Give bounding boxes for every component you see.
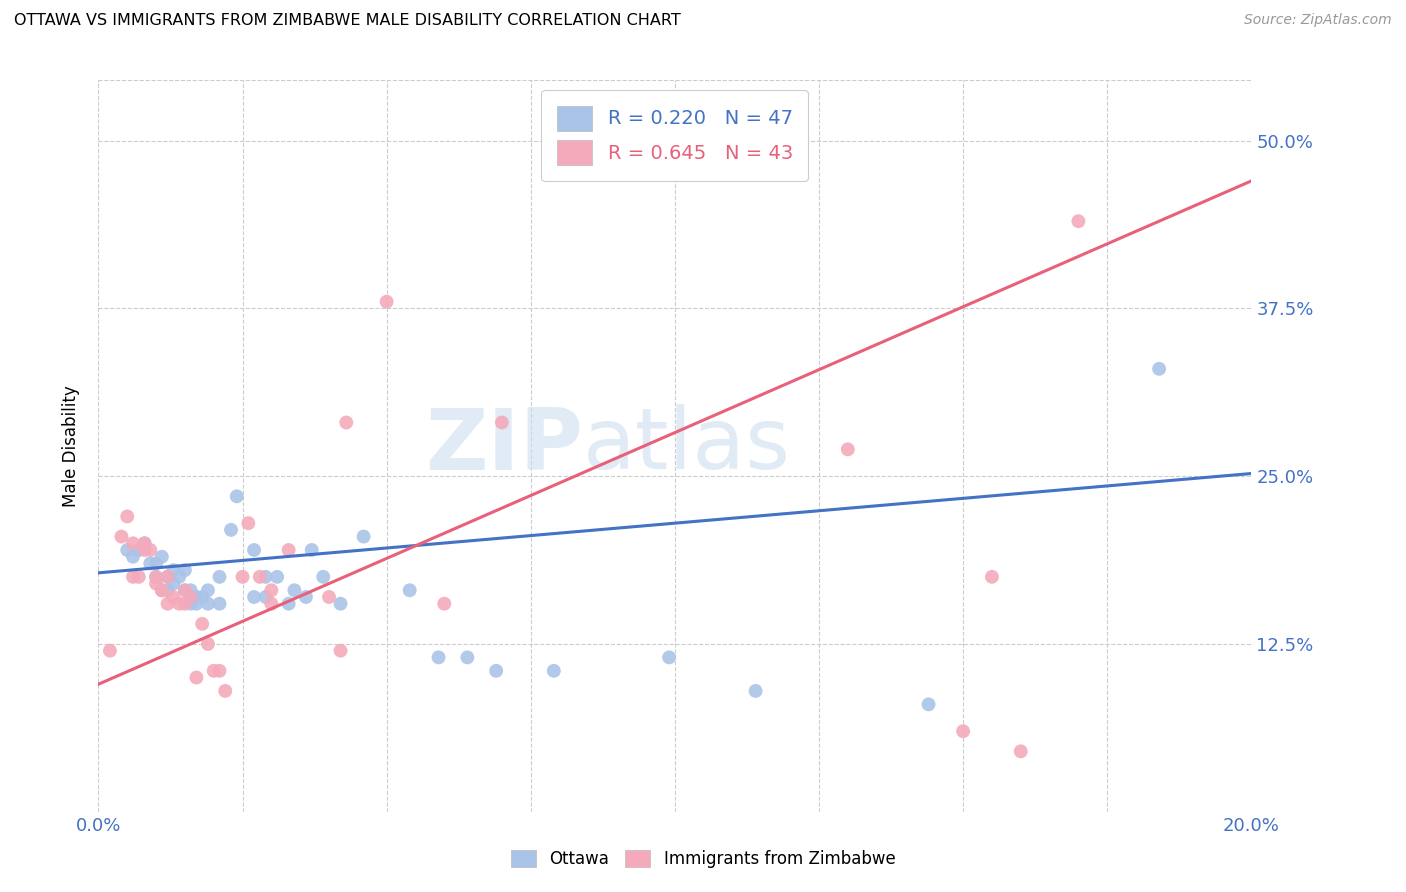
Point xyxy=(134,536,156,550)
Point xyxy=(186,671,208,685)
Point xyxy=(398,583,420,598)
Point xyxy=(180,583,202,598)
Point xyxy=(180,597,202,611)
Point xyxy=(197,597,219,611)
Point xyxy=(180,590,202,604)
Point xyxy=(145,570,167,584)
Point xyxy=(156,597,179,611)
Point xyxy=(427,650,450,665)
Point xyxy=(122,549,145,564)
Text: Source: ZipAtlas.com: Source: ZipAtlas.com xyxy=(1244,13,1392,28)
Point xyxy=(260,583,283,598)
Point xyxy=(150,549,173,564)
Point xyxy=(128,570,150,584)
Point xyxy=(277,597,299,611)
Text: atlas: atlas xyxy=(582,404,790,488)
Y-axis label: Male Disability: Male Disability xyxy=(62,385,80,507)
Point xyxy=(208,570,231,584)
Point xyxy=(219,523,242,537)
Legend: R = 0.220   N = 47, R = 0.645   N = 43: R = 0.220 N = 47, R = 0.645 N = 43 xyxy=(541,90,808,181)
Point xyxy=(156,570,179,584)
Point xyxy=(186,590,208,604)
Point xyxy=(208,664,231,678)
Point xyxy=(122,536,145,550)
Point xyxy=(162,563,184,577)
Point xyxy=(174,597,197,611)
Point xyxy=(110,530,132,544)
Point xyxy=(150,583,173,598)
Point xyxy=(191,590,214,604)
Point xyxy=(208,597,231,611)
Point xyxy=(283,583,305,598)
Point xyxy=(117,509,139,524)
Point xyxy=(150,583,173,598)
Point xyxy=(156,570,179,584)
Point xyxy=(128,543,150,558)
Point xyxy=(254,570,277,584)
Point xyxy=(917,698,939,712)
Point xyxy=(254,590,277,604)
Point xyxy=(485,664,508,678)
Point xyxy=(156,583,179,598)
Point xyxy=(658,650,681,665)
Point xyxy=(145,570,167,584)
Point xyxy=(238,516,260,531)
Point xyxy=(277,543,299,558)
Point xyxy=(167,597,190,611)
Point xyxy=(1010,744,1032,758)
Point xyxy=(329,643,352,657)
Point xyxy=(174,583,197,598)
Point xyxy=(162,576,184,591)
Point xyxy=(197,637,219,651)
Point xyxy=(301,543,323,558)
Point xyxy=(329,597,352,611)
Point xyxy=(117,543,139,558)
Point xyxy=(202,664,225,678)
Point xyxy=(231,570,254,584)
Point xyxy=(375,294,398,309)
Point xyxy=(191,616,214,631)
Point xyxy=(134,536,156,550)
Point xyxy=(353,530,375,544)
Point xyxy=(981,570,1004,584)
Point xyxy=(243,590,266,604)
Point xyxy=(1067,214,1090,228)
Point xyxy=(174,583,197,598)
Point xyxy=(145,557,167,571)
Point xyxy=(122,570,145,584)
Point xyxy=(433,597,456,611)
Legend: Ottawa, Immigrants from Zimbabwe: Ottawa, Immigrants from Zimbabwe xyxy=(503,843,903,875)
Text: ZIP: ZIP xyxy=(425,404,582,488)
Point xyxy=(134,543,156,558)
Point xyxy=(952,724,974,739)
Point xyxy=(162,590,184,604)
Point xyxy=(543,664,565,678)
Point xyxy=(197,583,219,598)
Point xyxy=(1147,361,1170,376)
Point xyxy=(266,570,288,584)
Point xyxy=(260,597,283,611)
Point xyxy=(98,643,121,657)
Point xyxy=(312,570,335,584)
Point xyxy=(837,442,859,457)
Point xyxy=(295,590,318,604)
Text: OTTAWA VS IMMIGRANTS FROM ZIMBABWE MALE DISABILITY CORRELATION CHART: OTTAWA VS IMMIGRANTS FROM ZIMBABWE MALE … xyxy=(14,13,681,29)
Point xyxy=(491,416,513,430)
Point xyxy=(186,597,208,611)
Point xyxy=(318,590,340,604)
Point xyxy=(167,570,190,584)
Point xyxy=(225,489,247,503)
Point xyxy=(249,570,271,584)
Point xyxy=(214,684,236,698)
Point xyxy=(174,563,197,577)
Point xyxy=(744,684,766,698)
Point xyxy=(243,543,266,558)
Point xyxy=(456,650,478,665)
Point xyxy=(335,416,357,430)
Point xyxy=(139,557,162,571)
Point xyxy=(139,543,162,558)
Point xyxy=(145,576,167,591)
